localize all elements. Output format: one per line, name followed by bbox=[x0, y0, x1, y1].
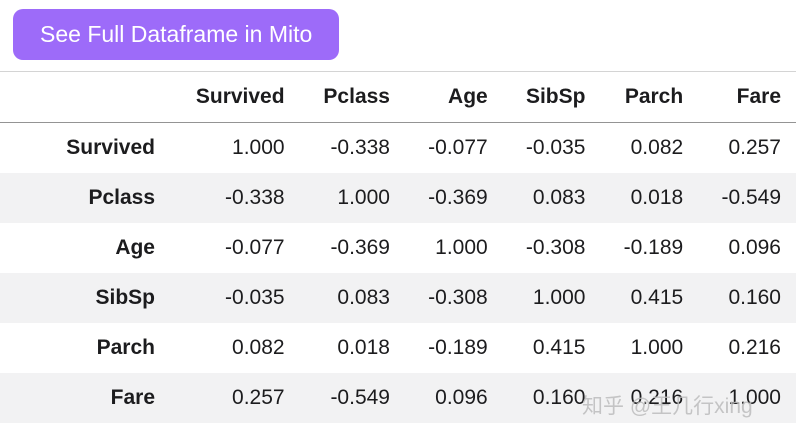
cell: -0.189 bbox=[428, 336, 488, 360]
cell: 1.000 bbox=[337, 186, 390, 210]
cell: 0.083 bbox=[532, 186, 586, 210]
cell: 0.257 bbox=[728, 136, 781, 160]
cell: 1.000 bbox=[532, 286, 586, 310]
cell: -0.369 bbox=[428, 186, 488, 210]
corner-cell bbox=[0, 72, 170, 123]
cell: -0.338 bbox=[225, 186, 285, 210]
cell: -0.077 bbox=[428, 136, 488, 160]
cell: 0.415 bbox=[630, 286, 684, 310]
cell: 0.257 bbox=[232, 386, 285, 410]
table-row: SibSp -0.035 0.083 -0.308 1.000 0.415 0.… bbox=[0, 273, 796, 324]
cell: -0.338 bbox=[330, 136, 390, 160]
column-header-parch: Parch bbox=[624, 85, 684, 109]
cell: 1.000 bbox=[232, 136, 285, 160]
row-header-survived: Survived bbox=[66, 136, 155, 160]
cell: -0.549 bbox=[721, 186, 781, 210]
cell: 0.018 bbox=[337, 336, 390, 360]
column-header-age: Age bbox=[448, 85, 488, 109]
row-header-fare: Fare bbox=[110, 386, 155, 410]
table-row: Survived 1.000 -0.338 -0.077 -0.035 0.08… bbox=[0, 122, 796, 174]
cell: -0.189 bbox=[623, 236, 684, 260]
table-row: Parch 0.082 0.018 -0.189 0.415 1.000 0.2… bbox=[0, 323, 796, 374]
cell: 0.160 bbox=[532, 386, 586, 410]
see-full-dataframe-button[interactable]: See Full Dataframe in Mito bbox=[13, 9, 340, 61]
cell: -0.308 bbox=[525, 236, 586, 260]
cell: 1.000 bbox=[728, 386, 781, 410]
cell: 0.018 bbox=[630, 186, 684, 210]
cell: -0.308 bbox=[428, 286, 488, 310]
cell: -0.035 bbox=[225, 286, 285, 310]
cell: 0.096 bbox=[435, 386, 488, 410]
cell: 0.082 bbox=[232, 336, 285, 360]
row-header-pclass: Pclass bbox=[88, 186, 155, 210]
cell: -0.035 bbox=[525, 136, 586, 160]
cell: 0.083 bbox=[337, 286, 390, 310]
cell: 0.096 bbox=[728, 236, 781, 260]
correlation-table: Survived Pclass Age SibSp Parch Fare Sur… bbox=[0, 71, 796, 424]
column-header-survived: Survived bbox=[195, 85, 285, 109]
cell: 1.000 bbox=[630, 336, 684, 360]
cell: 0.216 bbox=[630, 386, 684, 410]
cell: 0.216 bbox=[728, 336, 781, 360]
row-header-parch: Parch bbox=[96, 336, 155, 360]
table-row: Pclass -0.338 1.000 -0.369 0.083 0.018 -… bbox=[0, 173, 796, 224]
header-row: Survived Pclass Age SibSp Parch Fare bbox=[0, 71, 796, 123]
row-header-age: Age bbox=[115, 236, 155, 260]
cell: -0.369 bbox=[330, 236, 390, 260]
table-row: Age -0.077 -0.369 1.000 -0.308 -0.189 0.… bbox=[0, 223, 796, 274]
column-header-pclass: Pclass bbox=[323, 85, 390, 109]
cell: -0.077 bbox=[225, 236, 285, 260]
column-header-fare: Fare bbox=[736, 85, 781, 109]
cell: -0.549 bbox=[330, 386, 390, 410]
table-row: Fare 0.257 -0.549 0.096 0.160 0.216 1.00… bbox=[0, 373, 796, 424]
cell: 0.415 bbox=[532, 336, 586, 360]
column-header-sibsp: SibSp bbox=[525, 85, 586, 109]
cell: 1.000 bbox=[435, 236, 488, 260]
cell: 0.082 bbox=[630, 136, 684, 160]
row-header-sibsp: SibSp bbox=[95, 286, 155, 310]
cell: 0.160 bbox=[728, 286, 781, 310]
